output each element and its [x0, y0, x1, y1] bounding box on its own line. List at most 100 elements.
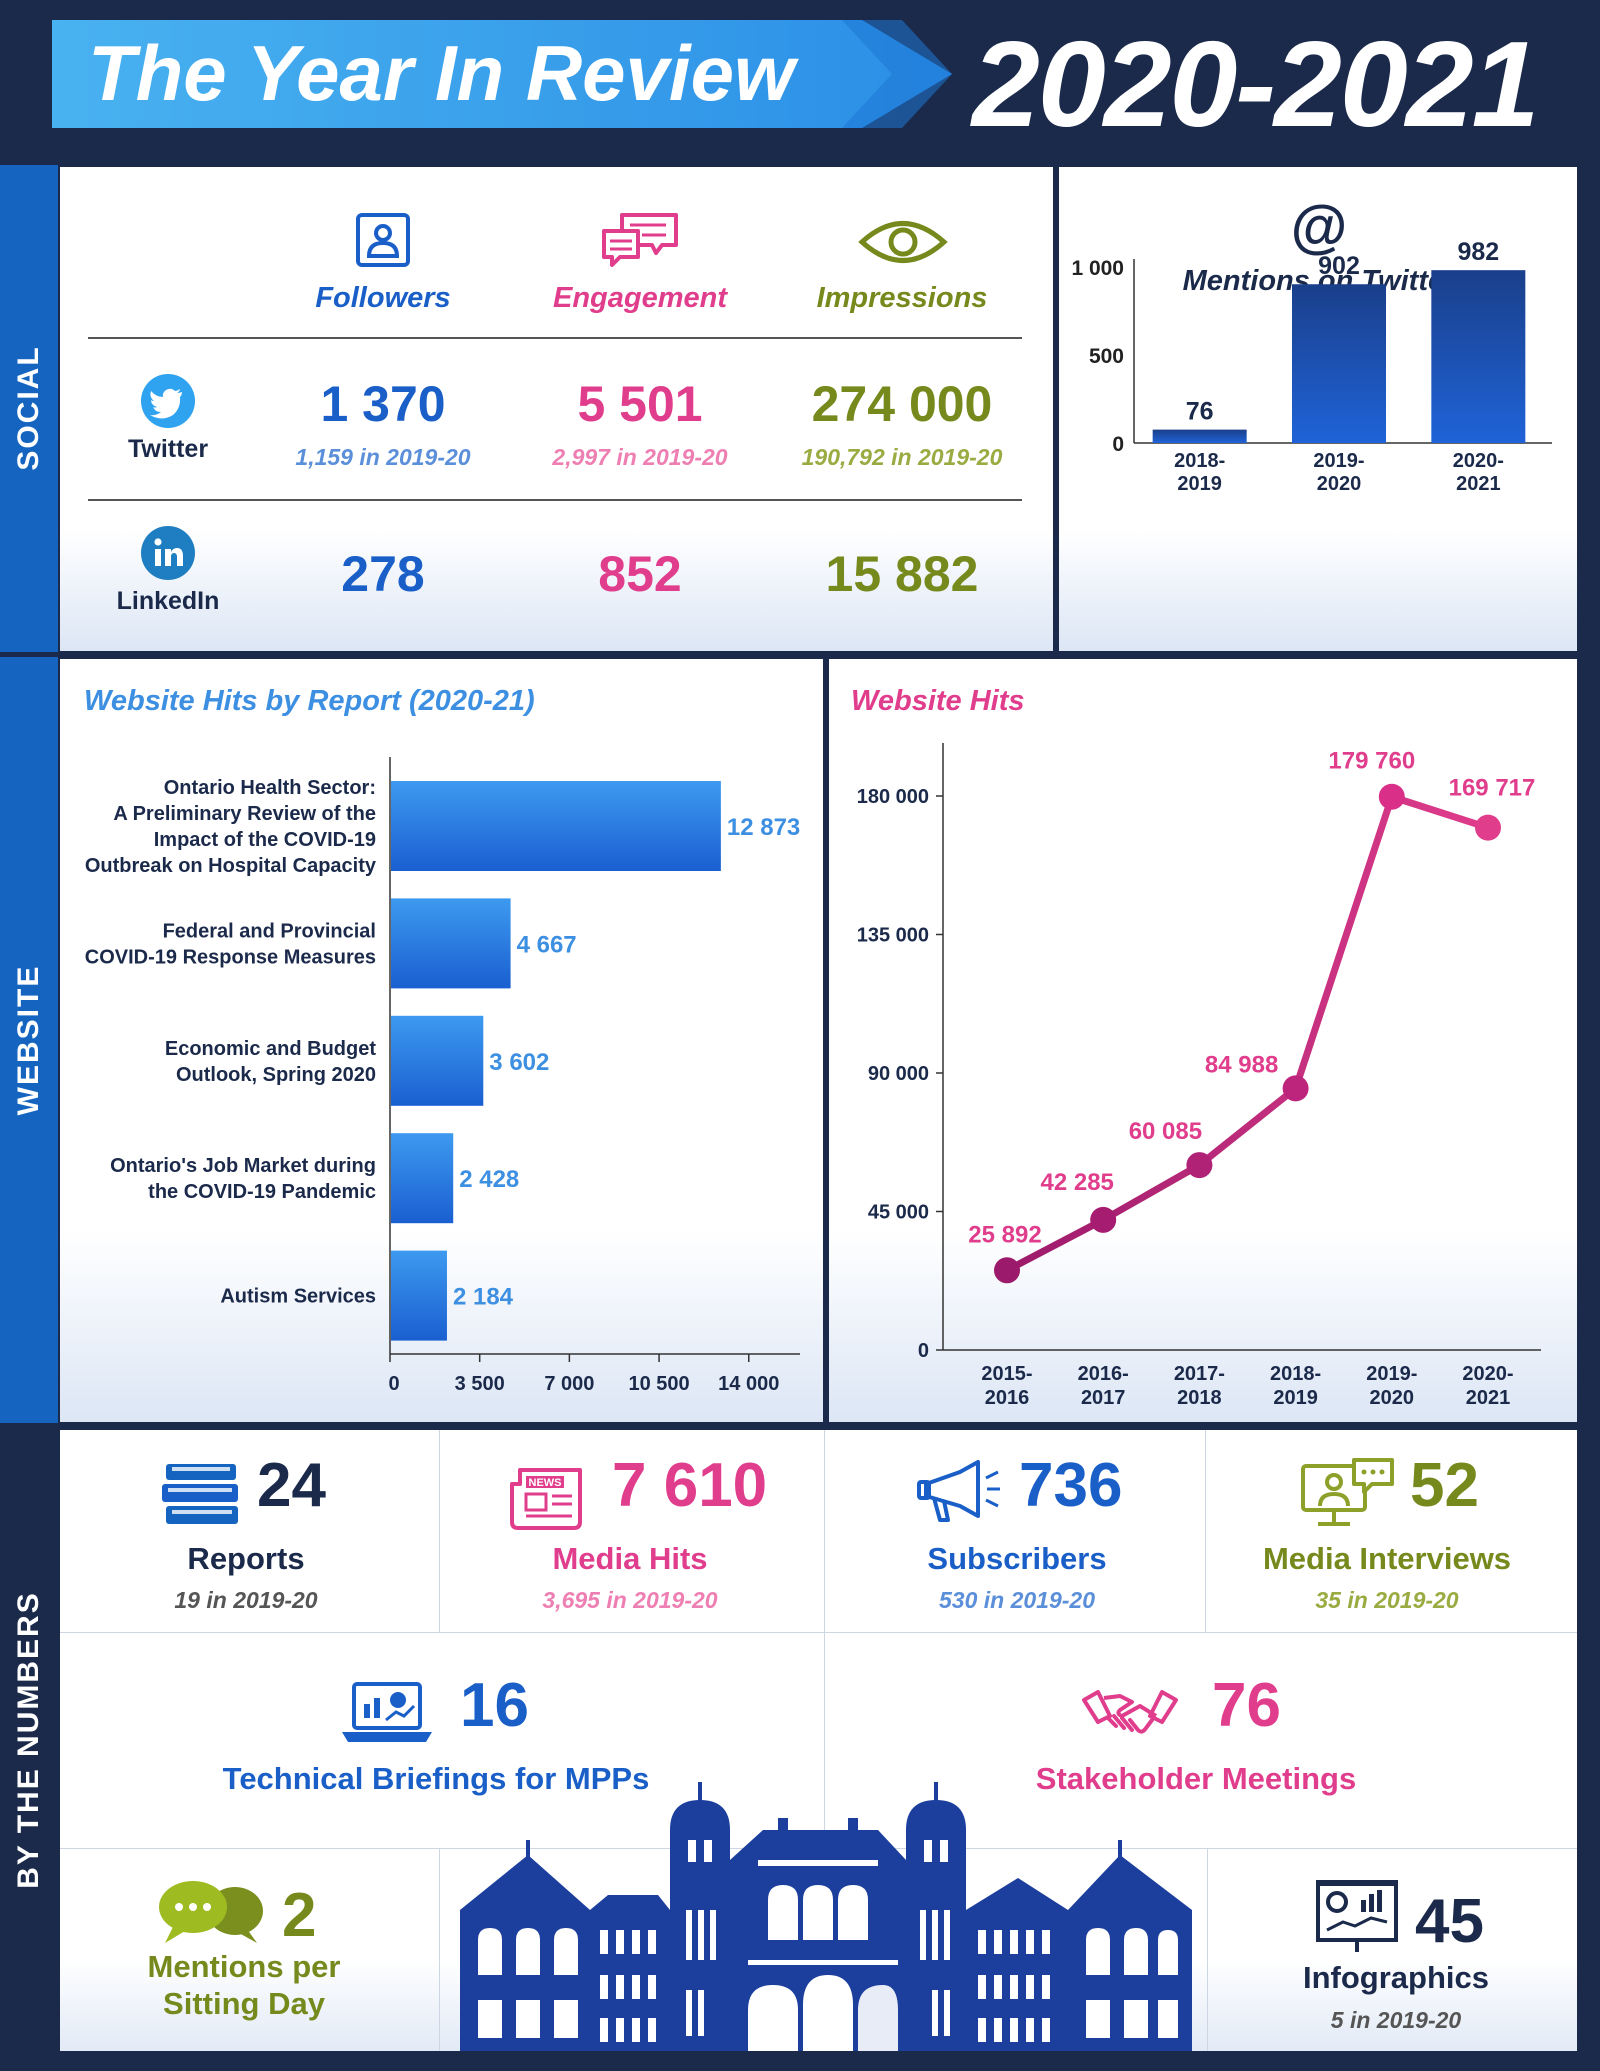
- twitter-followers-prev: 1,159 in 2019-20: [295, 444, 471, 470]
- stakeholders-label: Stakeholder Meetings: [1035, 1761, 1357, 1796]
- y-tick-label: 135 000: [857, 925, 929, 947]
- category-label: Outlook, Spring 2020: [176, 1064, 376, 1086]
- point-value-label: 42 285: [1040, 1169, 1113, 1196]
- linkedin-engagement: 852: [598, 546, 682, 602]
- mentions-label-line2: Sitting Day: [163, 1986, 325, 2021]
- hits-line: [1005, 793, 1490, 1274]
- hits-point: [994, 1257, 1020, 1284]
- hits-point: [1090, 1206, 1117, 1233]
- media-hits-prev: 3,695 in 2019-20: [542, 1587, 718, 1613]
- point-value-label: 60 085: [1129, 1118, 1202, 1145]
- media-interviews-value: 52: [1410, 1451, 1479, 1520]
- y-tick-label: 0: [918, 1340, 929, 1362]
- infographics-label: Infographics: [1302, 1960, 1490, 1995]
- y-tick-label: 45 000: [868, 1202, 929, 1224]
- stakeholders-value: 76: [1212, 1671, 1281, 1740]
- x-tick-label: 2021: [1466, 1387, 1511, 1409]
- infographic-board-icon: [1316, 1880, 1398, 1952]
- linkedin-impressions: 15 882: [825, 546, 979, 602]
- infographics-prev: 5 in 2019-20: [1330, 2007, 1462, 2033]
- bar-value-label: 2 184: [453, 1284, 514, 1311]
- hits-chart-title: Website Hits: [851, 685, 1025, 717]
- handshake-icon: [1082, 1690, 1178, 1734]
- bar-value-label: 12 873: [727, 814, 800, 841]
- x-tick-label: 2016-: [1078, 1363, 1129, 1385]
- category-label: Federal and Provincial: [163, 920, 376, 942]
- followers-icon: [356, 213, 410, 267]
- at-icon: @: [1290, 194, 1348, 259]
- twitter-impressions-prev: 190,792 in 2019-20: [801, 444, 1003, 470]
- report-bar: [391, 1250, 447, 1341]
- website-hits-panel: Website Hits 0 45 000 90 000 135 000 180 000…: [829, 659, 1577, 1422]
- twitter-label: Twitter: [127, 435, 209, 463]
- x-tick-label: 2018-: [1270, 1363, 1321, 1385]
- grid-line: [60, 1632, 1577, 1633]
- interview-icon: [1301, 1458, 1394, 1526]
- speech-bubbles-icon: [159, 1881, 263, 1943]
- report-bar: [391, 1015, 484, 1106]
- bar-value-label: 3 602: [489, 1049, 549, 1076]
- category-label: A Preliminary Review of the: [113, 803, 376, 825]
- point-value-label: 179 760: [1328, 748, 1415, 775]
- divider: [88, 499, 1022, 501]
- mentions-chart: 0 500 1 000 76 2018-2019 902 2019-2020 982 2020-…: [1071, 238, 1552, 495]
- point-value-label: 169 717: [1449, 775, 1536, 802]
- divider: [88, 337, 1022, 339]
- x-tick-label: 2020: [1370, 1387, 1415, 1409]
- mentions-bar: [1152, 429, 1247, 443]
- mentions-label-line1: Mentions per: [147, 1949, 341, 1984]
- hits-point: [1186, 1152, 1213, 1179]
- x-tick-label: 2019: [1273, 1387, 1318, 1409]
- category-label: COVID-19 Response Measures: [85, 946, 376, 968]
- briefings-label: Technical Briefings for MPPs: [222, 1761, 650, 1796]
- grid-line: [439, 1849, 440, 2051]
- mentions-panel: @ Mentions on Twitter 0 500 1 000 76 2018- 20…: [1059, 167, 1577, 651]
- x-tick-label: 7 000: [544, 1373, 594, 1395]
- point-value-label: 25 892: [968, 1221, 1041, 1248]
- news-icon-text: NEWS: [529, 1477, 562, 1489]
- x-tick-label: 2017-: [1174, 1363, 1225, 1385]
- reports-label: Reports: [187, 1541, 305, 1576]
- website-sidebar: WEBSITE: [0, 657, 58, 1423]
- x-tick-label: 2020: [1317, 473, 1362, 495]
- twitter-engagement: 5 501: [577, 376, 703, 432]
- x-tick-label: 2018-: [1174, 450, 1225, 472]
- bar-value-label: 76: [1186, 398, 1214, 426]
- x-tick-label: 2018: [1177, 1387, 1222, 1409]
- y-tick-label: 180 000: [857, 786, 929, 808]
- impressions-icon: [858, 221, 948, 263]
- report-chart: 0 3 500 7 000 10 500 14 000 12 873 Ontario Hea…: [85, 757, 800, 1395]
- y-tick-label: 1 000: [1071, 257, 1124, 280]
- reports-prev: 19 in 2019-20: [174, 1587, 318, 1613]
- category-label: Autism Services: [220, 1286, 376, 1308]
- engagement-header: Engagement: [552, 282, 728, 314]
- linkedin-label: LinkedIn: [116, 587, 220, 615]
- twitter-engagement-prev: 2,997 in 2019-20: [552, 444, 728, 470]
- y-tick-label: 90 000: [868, 1063, 929, 1085]
- social-panel: Followers Engagement Impressions Twitter…: [60, 167, 1053, 651]
- subscribers-value: 736: [1019, 1451, 1123, 1520]
- category-label: Outbreak on Hospital Capacity: [85, 855, 377, 877]
- mentions-value: 2: [282, 1881, 317, 1950]
- media-interviews-label: Media Interviews: [1262, 1541, 1512, 1576]
- numbers-panel: 24 Reports 19 in 2019-20 NEWS 7 610 Medi…: [60, 1430, 1577, 2051]
- x-tick-label: 2016: [985, 1387, 1030, 1409]
- report-bar: [391, 1133, 454, 1224]
- x-tick-label: 3 500: [455, 1373, 505, 1395]
- hits-point: [1475, 814, 1501, 841]
- y-tick-label: 500: [1089, 345, 1124, 368]
- x-tick-label: 2017: [1081, 1387, 1126, 1409]
- x-tick-label: 14 000: [718, 1373, 779, 1395]
- mentions-bar: [1431, 270, 1526, 443]
- media-hits-value: 7 610: [612, 1451, 768, 1520]
- grid-line: [1207, 1849, 1208, 2051]
- report-chart-title: Website Hits by Report (2020-21): [84, 685, 535, 717]
- media-interviews-prev: 35 in 2019-20: [1315, 1587, 1459, 1613]
- page-year: 2020-2021: [972, 16, 1539, 152]
- header: The Year In Review 2020-2021: [0, 0, 1600, 165]
- grid-line: [824, 1430, 825, 1633]
- point-value-label: 84 988: [1205, 1051, 1278, 1078]
- numbers-section-label: BY THE NUMBERS: [12, 1591, 45, 1889]
- laptop-chart-icon: [342, 1682, 432, 1742]
